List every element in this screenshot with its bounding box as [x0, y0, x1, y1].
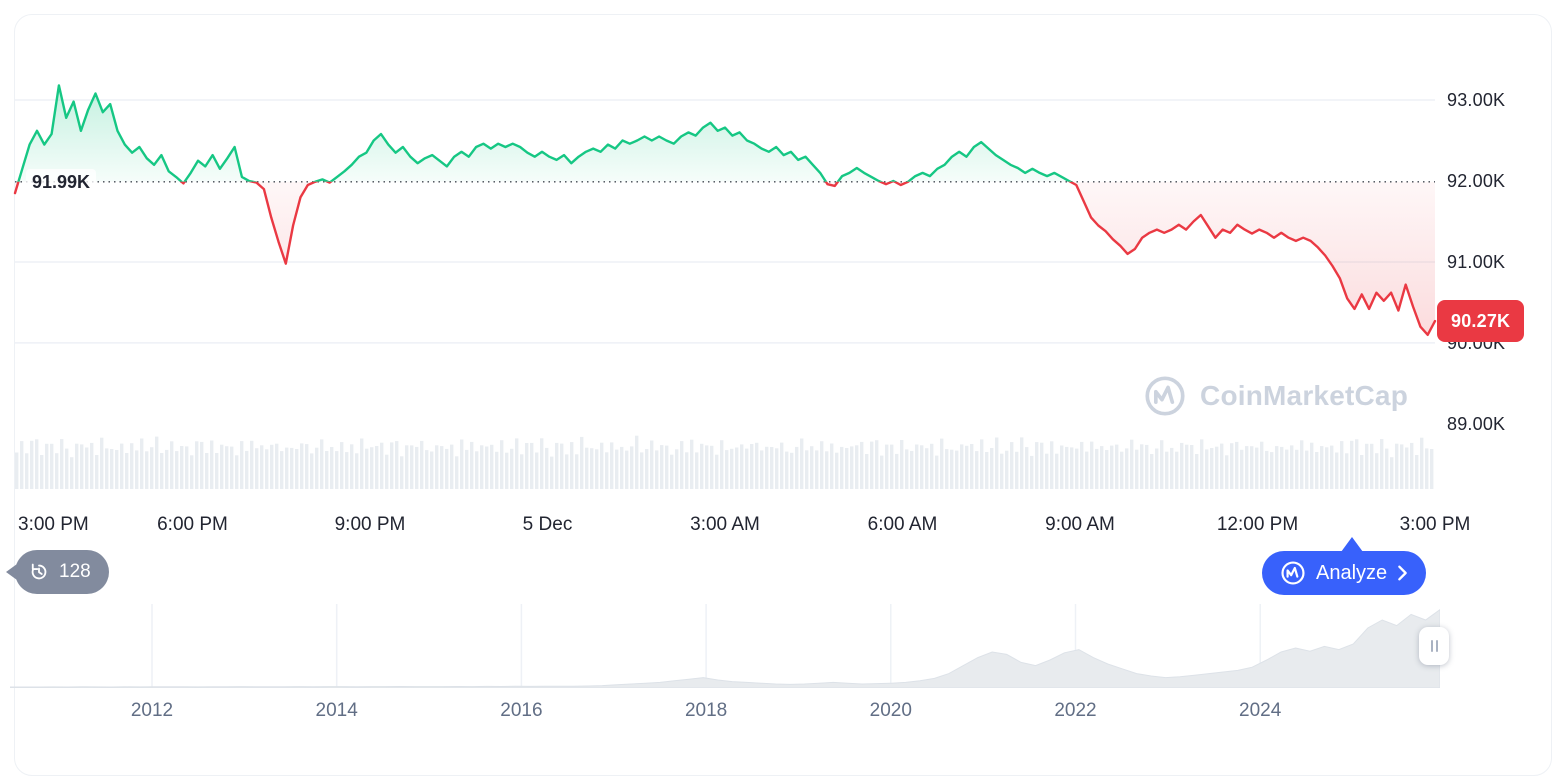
y-axis-label: 91.00K — [1447, 251, 1506, 272]
y-axis-label: 93.00K — [1447, 90, 1506, 111]
x-axis-label: 9:00 PM — [334, 514, 406, 535]
watermark: CoinMarketCap — [1143, 374, 1408, 418]
coinmarketcap-logo-icon — [1145, 376, 1185, 416]
x-axis-label: 12:00 PM — [1216, 514, 1299, 535]
y-axis-label: 89.00K — [1447, 413, 1506, 434]
minimap-resize-handle[interactable] — [1419, 627, 1449, 665]
x-axis-label: 5 Dec — [522, 514, 573, 535]
history-count: 128 — [59, 561, 91, 582]
watermark-text: CoinMarketCap — [1200, 380, 1408, 411]
minimap-year-label: 2012 — [130, 700, 174, 721]
grip-bar-icon — [1435, 640, 1438, 652]
grip-bar-icon — [1430, 640, 1433, 652]
x-axis-label: 6:00 PM — [157, 514, 228, 535]
y-axis-label: 92.00K — [1447, 170, 1506, 191]
x-axis-label: 9:00 AM — [1045, 514, 1115, 535]
analyze-button-label: Analyze — [1316, 561, 1388, 584]
x-axis-label: 6:00 AM — [867, 514, 938, 535]
analyze-pointer-arrow — [1341, 537, 1363, 552]
current-price-badge: 90.27K — [1437, 300, 1525, 343]
minimap-svg[interactable] — [10, 604, 1440, 688]
history-count-badge[interactable]: 128 — [6, 550, 109, 594]
analyze-button[interactable]: Analyze — [1262, 551, 1427, 595]
minimap-year-label: 2014 — [315, 700, 358, 721]
x-axis-label: 3:00 AM — [690, 514, 760, 535]
x-axis-label: 3:00 PM — [18, 514, 89, 535]
history-clock-icon — [31, 563, 47, 580]
chevron-right-icon — [1398, 565, 1407, 581]
minimap-year-label: 2020 — [869, 700, 912, 721]
baseline-price-label: 91.99K — [26, 168, 97, 195]
x-axis-label: 3:00 PM — [1399, 514, 1471, 535]
minimap-year-label: 2022 — [1054, 700, 1097, 721]
price-chart-svg[interactable] — [13, 15, 1437, 490]
minimap-year-label: 2018 — [684, 700, 728, 721]
minimap-year-label: 2016 — [500, 700, 543, 721]
coinmarketcap-button-logo-icon — [1281, 561, 1305, 585]
minimap-year-label: 2024 — [1239, 700, 1282, 721]
